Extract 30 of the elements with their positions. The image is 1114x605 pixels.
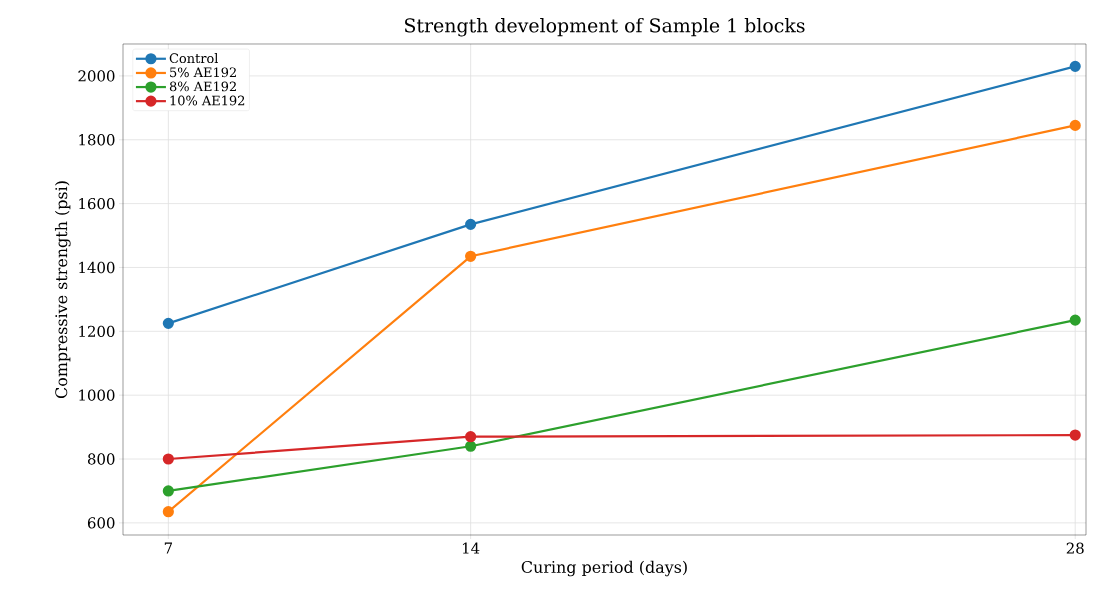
chart-title: Strength development of Sample 1 blocks <box>405 17 805 37</box>
y-tick-label: 1800 <box>79 134 115 146</box>
y-tick-label: 800 <box>87 453 115 465</box>
x-tick-label: 28 <box>1066 542 1084 554</box>
point <box>465 440 477 452</box>
point <box>465 250 477 262</box>
point <box>1069 60 1081 72</box>
x-axis-title: Curing period (days) <box>521 560 687 577</box>
point <box>162 317 174 329</box>
point <box>162 506 174 518</box>
point <box>465 431 477 443</box>
y-tick-label: 1600 <box>79 197 115 210</box>
point <box>465 218 477 230</box>
point <box>1069 119 1081 131</box>
y-tick-label: 1400 <box>79 261 115 274</box>
x-tick-label: 7 <box>164 542 173 554</box>
y-tick-label: 1000 <box>79 389 115 401</box>
y-axis-title: Compressive strength (psi) <box>54 181 71 399</box>
point <box>1069 429 1081 441</box>
legend-label: Control <box>169 53 219 64</box>
x-tick-label: 14 <box>462 542 480 554</box>
legend-label: 10% AE192 <box>170 95 245 106</box>
y-tick-label: 2000 <box>78 70 115 82</box>
legend-label: 8% AE192 <box>169 81 236 92</box>
point <box>162 453 174 465</box>
y-tick-label: 1200 <box>79 325 115 337</box>
y-tick-label: 600 <box>87 517 115 529</box>
point <box>1069 314 1081 326</box>
legend-label: 5% AE192 <box>170 67 236 78</box>
point <box>162 485 174 497</box>
